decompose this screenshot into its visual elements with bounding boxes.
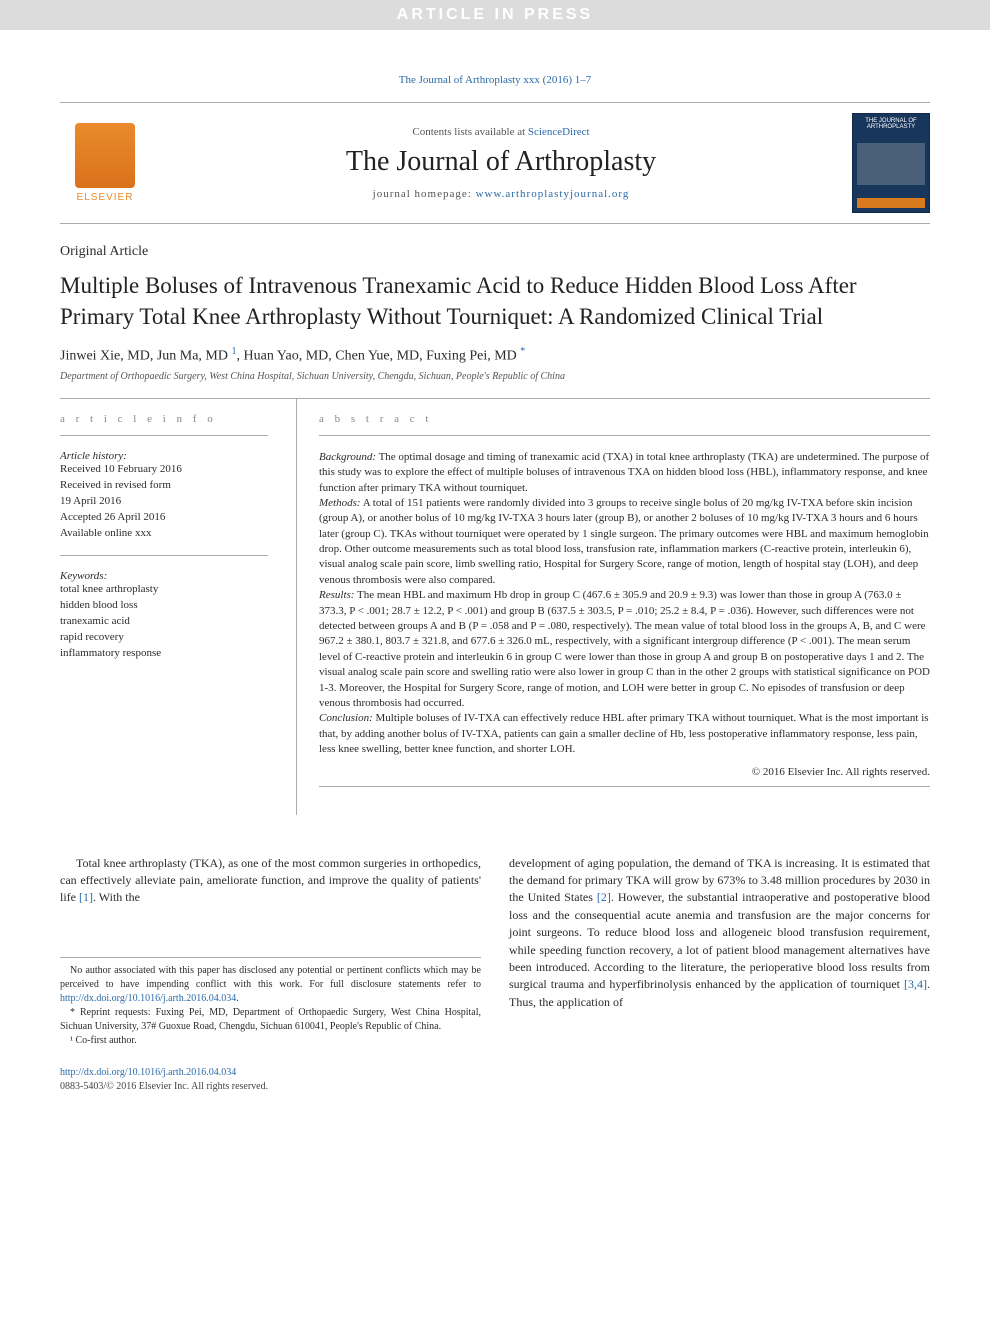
contents-prefix: Contents lists available at <box>412 126 527 138</box>
sciencedirect-link[interactable]: ScienceDirect <box>528 126 590 138</box>
homepage-prefix: journal homepage: <box>373 188 476 200</box>
journal-homepage-link[interactable]: www.arthroplastyjournal.org <box>476 188 630 200</box>
journal-cover-thumbnail: THE JOURNAL OF ARTHROPLASTY <box>852 113 930 213</box>
author-sup-star: * <box>520 346 525 357</box>
footnote-conflict-a: No author associated with this paper has… <box>60 965 481 990</box>
abstract-body: Background: The optimal dosage and timin… <box>319 450 930 758</box>
abstract-heading: a b s t r a c t <box>319 413 930 425</box>
footnote-reprint: * Reprint requests: Fuxing Pei, MD, Depa… <box>60 1006 481 1034</box>
left-column: Total knee arthroplasty (TKA), as one of… <box>60 855 481 1095</box>
abstract-conclusion-label: Conclusion: <box>319 712 373 724</box>
abstract-results-label: Results: <box>319 589 354 601</box>
body-right-text-b: . However, the substantial intraoperativ… <box>509 890 930 991</box>
authors-part2: , Huan Yao, MD, Chen Yue, MD, Fuxing Pei… <box>237 349 521 364</box>
article-history: Received 10 February 2016 Received in re… <box>60 462 268 542</box>
divider <box>319 435 930 436</box>
journal-header: ELSEVIER Contents lists available at Sci… <box>60 102 930 224</box>
ref-link-1[interactable]: [1] <box>79 890 93 904</box>
divider <box>60 555 268 556</box>
footnote-cofirst: ¹ Co-first author. <box>60 1034 481 1048</box>
article-history-label: Article history: <box>60 450 268 462</box>
article-type: Original Article <box>60 244 930 260</box>
journal-citation: The Journal of Arthroplasty xxx (2016) 1… <box>60 74 930 86</box>
abstract-column: a b s t r a c t Background: The optimal … <box>296 399 930 815</box>
author-list: Jinwei Xie, MD, Jun Ma, MD 1, Huan Yao, … <box>60 346 930 365</box>
divider <box>319 786 930 787</box>
cover-title: THE JOURNAL OF ARTHROPLASTY <box>857 118 925 130</box>
keywords-label: Keywords: <box>60 570 268 582</box>
issn-copyright: 0883-5403/© 2016 Elsevier Inc. All right… <box>60 1081 268 1092</box>
doi-block: http://dx.doi.org/10.1016/j.arth.2016.04… <box>60 1066 481 1095</box>
contents-available-line: Contents lists available at ScienceDirec… <box>150 126 852 138</box>
article-in-press-banner: ARTICLE IN PRESS <box>0 0 990 30</box>
abstract-background-label: Background: <box>319 451 376 463</box>
article-info-column: a r t i c l e i n f o Article history: R… <box>60 399 268 815</box>
body-text: Total knee arthroplasty (TKA), as one of… <box>60 855 930 1095</box>
right-column: development of aging population, the dem… <box>509 855 930 1095</box>
authors-part1: Jinwei Xie, MD, Jun Ma, MD <box>60 349 232 364</box>
body-left-text-b: . With the <box>93 890 140 904</box>
journal-homepage-line: journal homepage: www.arthroplastyjourna… <box>150 188 852 200</box>
elsevier-logo: ELSEVIER <box>60 113 150 213</box>
footnotes: No author associated with this paper has… <box>60 957 481 1048</box>
ref-link-3-4[interactable]: [3,4] <box>904 977 927 991</box>
cover-image-placeholder <box>857 143 925 185</box>
keywords-list: total knee arthroplasty hidden blood los… <box>60 582 268 662</box>
footnote-doi-link[interactable]: http://dx.doi.org/10.1016/j.arth.2016.04… <box>60 993 236 1004</box>
elsevier-tree-icon <box>75 123 135 188</box>
article-title: Multiple Boluses of Intravenous Tranexam… <box>60 270 930 332</box>
journal-name: The Journal of Arthroplasty <box>150 146 852 178</box>
affiliation: Department of Orthopaedic Surgery, West … <box>60 371 930 382</box>
abstract-methods-label: Methods: <box>319 497 361 509</box>
cover-society-logo <box>857 198 925 208</box>
abstract-background-text: The optimal dosage and timing of tranexa… <box>319 451 929 494</box>
abstract-copyright: © 2016 Elsevier Inc. All rights reserved… <box>319 766 930 778</box>
doi-link[interactable]: http://dx.doi.org/10.1016/j.arth.2016.04… <box>60 1067 236 1078</box>
ref-link-2[interactable]: [2] <box>597 890 611 904</box>
abstract-methods-text: A total of 151 patients were randomly di… <box>319 497 929 586</box>
divider <box>60 435 268 436</box>
footnote-conflict-b: . <box>236 993 239 1004</box>
article-info-heading: a r t i c l e i n f o <box>60 413 268 425</box>
abstract-conclusion-text: Multiple boluses of IV-TXA can effective… <box>319 712 929 755</box>
abstract-results-text: The mean HBL and maximum Hb drop in grou… <box>319 589 930 709</box>
elsevier-text: ELSEVIER <box>77 192 134 203</box>
